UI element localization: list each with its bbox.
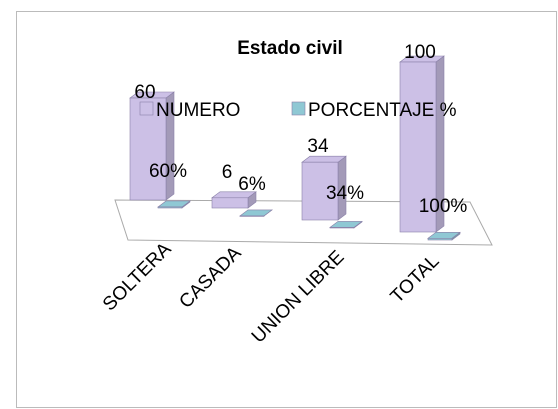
data-label: 60 [134, 82, 155, 103]
legend-label: NUMERO [156, 100, 240, 121]
data-label: 34 [307, 136, 329, 157]
bar [157, 206, 183, 209]
bar [427, 238, 453, 241]
data-label: 100% [419, 196, 468, 217]
data-label: 34% [326, 183, 364, 204]
legend-swatch [291, 101, 306, 116]
data-label: 6% [238, 174, 266, 195]
bar [399, 61, 437, 233]
data-label: 100 [404, 42, 436, 63]
bar [301, 161, 339, 221]
bar [239, 215, 265, 217]
bar [211, 197, 249, 209]
data-label: 60% [149, 161, 187, 182]
bar-top [301, 155, 347, 163]
bar [329, 227, 355, 229]
floor [114, 199, 493, 246]
legend-label: PORCENTAJE % [308, 100, 457, 121]
legend-swatch [139, 101, 154, 116]
data-label: 6 [222, 162, 233, 183]
chart-title: Estado civil [237, 38, 343, 59]
